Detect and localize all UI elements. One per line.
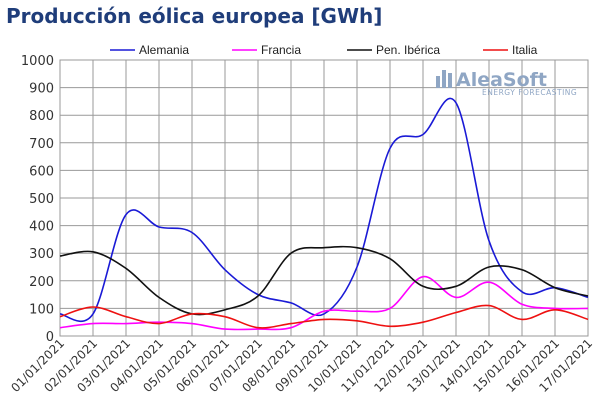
y-tick-label: 0 — [46, 330, 54, 345]
y-tick-label: 1000 — [21, 54, 54, 69]
y-tick-label: 100 — [29, 302, 54, 317]
y-tick-label: 900 — [29, 82, 54, 97]
legend-label: Pen. Ibérica — [376, 43, 440, 57]
logo-tagline: ENERGY FORECASTING — [482, 88, 577, 97]
legend-label: Francia — [261, 43, 301, 57]
series-line-italia — [59, 304, 589, 329]
y-axis-ticks: 0 100 200 300 400 500 600 700 800 900 1000 — [21, 54, 54, 345]
gridlines — [59, 59, 589, 337]
logo-mark-icon — [436, 70, 452, 88]
legend-label: Alemania — [139, 43, 189, 57]
series-lines — [59, 97, 589, 331]
y-tick-label: 300 — [29, 247, 54, 262]
chart-title: Producción eólica europea [GWh] — [6, 4, 383, 28]
aleasoft-logo: AleaSoft ENERGY FORECASTING — [436, 69, 577, 97]
x-axis-ticks: 01/01/202102/01/202103/01/202104/01/2021… — [8, 336, 595, 395]
y-tick-label: 400 — [29, 220, 54, 235]
y-tick-label: 800 — [29, 109, 54, 124]
y-tick-label: 200 — [29, 275, 54, 290]
series-line-alemania — [59, 97, 589, 322]
series-line-pen-iberica — [59, 245, 589, 316]
y-tick-label: 600 — [29, 164, 54, 179]
logo-name: AleaSoft — [456, 69, 547, 91]
y-tick-label: 700 — [29, 137, 54, 152]
legend-label: Italia — [512, 43, 538, 57]
y-tick-label: 500 — [29, 192, 54, 207]
legend: Alemania Francia Pen. Ibérica Italia — [110, 43, 538, 57]
